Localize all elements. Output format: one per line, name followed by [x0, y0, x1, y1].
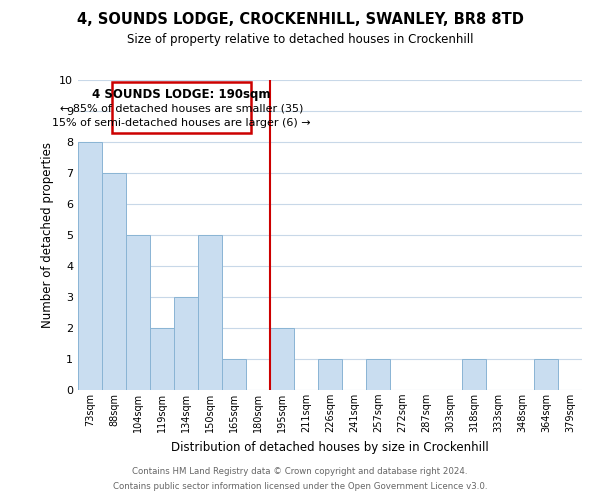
- Bar: [198, 235, 222, 390]
- Bar: [462, 359, 486, 390]
- Bar: [126, 235, 150, 390]
- Text: Size of property relative to detached houses in Crockenhill: Size of property relative to detached ho…: [127, 32, 473, 46]
- Bar: [102, 173, 126, 390]
- Y-axis label: Number of detached properties: Number of detached properties: [41, 142, 53, 328]
- Text: 15% of semi-detached houses are larger (6) →: 15% of semi-detached houses are larger (…: [52, 118, 311, 128]
- Bar: [150, 328, 174, 390]
- X-axis label: Distribution of detached houses by size in Crockenhill: Distribution of detached houses by size …: [171, 440, 489, 454]
- Text: Contains public sector information licensed under the Open Government Licence v3: Contains public sector information licen…: [113, 482, 487, 491]
- Bar: [318, 359, 342, 390]
- Bar: [366, 359, 390, 390]
- Bar: [78, 142, 102, 390]
- Text: ← 85% of detached houses are smaller (35): ← 85% of detached houses are smaller (35…: [59, 104, 303, 114]
- Bar: [174, 297, 198, 390]
- Bar: [270, 328, 294, 390]
- Bar: [534, 359, 558, 390]
- Text: 4, SOUNDS LODGE, CROCKENHILL, SWANLEY, BR8 8TD: 4, SOUNDS LODGE, CROCKENHILL, SWANLEY, B…: [77, 12, 523, 28]
- Text: 4 SOUNDS LODGE: 190sqm: 4 SOUNDS LODGE: 190sqm: [92, 88, 271, 102]
- Text: Contains HM Land Registry data © Crown copyright and database right 2024.: Contains HM Land Registry data © Crown c…: [132, 467, 468, 476]
- FancyBboxPatch shape: [112, 82, 251, 132]
- Bar: [222, 359, 246, 390]
